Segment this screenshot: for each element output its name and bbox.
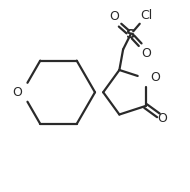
Text: O: O: [141, 47, 151, 60]
Text: O: O: [12, 86, 22, 99]
Text: O: O: [150, 71, 160, 84]
Text: O: O: [157, 112, 167, 125]
Text: Cl: Cl: [141, 9, 153, 22]
Text: S: S: [126, 28, 135, 41]
Text: O: O: [109, 10, 119, 23]
